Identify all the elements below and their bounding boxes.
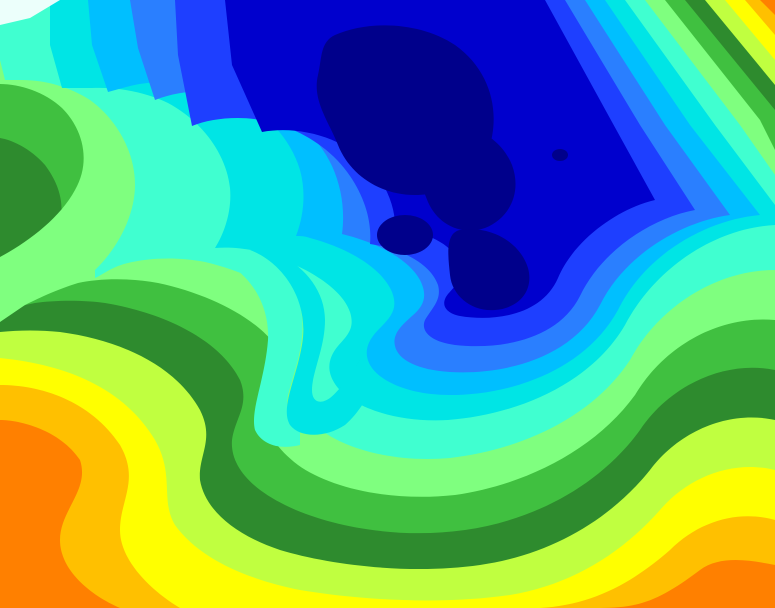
contour-map xyxy=(0,0,775,608)
contour-svg xyxy=(0,0,775,608)
